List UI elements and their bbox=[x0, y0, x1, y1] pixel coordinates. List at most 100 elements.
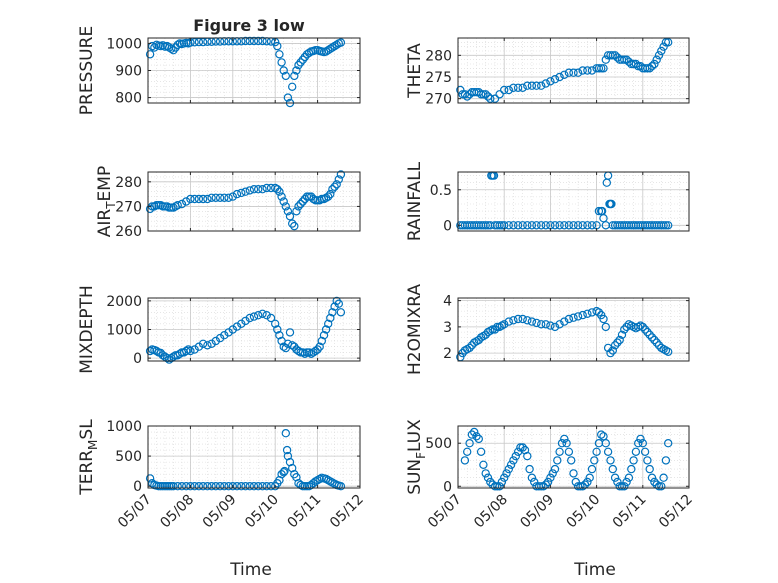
plot-area-terr-msl bbox=[148, 426, 360, 488]
y-axis-label-theta: THETA bbox=[405, 43, 425, 99]
data-point bbox=[657, 46, 666, 56]
data-point bbox=[181, 482, 191, 491]
axes-box-terr-msl bbox=[147, 425, 361, 489]
data-point bbox=[645, 464, 654, 474]
data-point bbox=[224, 482, 233, 491]
data-point bbox=[281, 71, 290, 81]
data-point bbox=[472, 432, 481, 441]
data-point bbox=[587, 464, 597, 474]
data-point bbox=[266, 183, 276, 193]
data-point bbox=[241, 187, 250, 196]
data-point bbox=[296, 348, 305, 357]
data-point bbox=[211, 336, 220, 346]
data-point bbox=[215, 482, 225, 491]
data-point bbox=[550, 221, 560, 230]
data-point bbox=[511, 451, 521, 461]
data-point bbox=[228, 192, 237, 201]
y-tick-label: 275 bbox=[425, 70, 452, 86]
data-point bbox=[145, 474, 155, 483]
data-point bbox=[173, 200, 182, 210]
data-point bbox=[249, 482, 259, 491]
data-point bbox=[620, 482, 629, 491]
data-point bbox=[279, 468, 288, 477]
data-point bbox=[198, 339, 208, 348]
data-point bbox=[509, 316, 518, 325]
data-point bbox=[237, 188, 246, 198]
data-point bbox=[539, 482, 548, 491]
data-point bbox=[516, 443, 525, 452]
data-point bbox=[147, 41, 157, 51]
data-point bbox=[283, 93, 293, 102]
plot-area-h2omixra bbox=[458, 298, 689, 361]
data-point bbox=[638, 439, 648, 448]
axes-box-sun-flux bbox=[457, 425, 690, 489]
data-point bbox=[332, 180, 341, 189]
data-point bbox=[601, 439, 611, 448]
points-air-temp bbox=[145, 170, 346, 231]
data-point bbox=[483, 473, 493, 482]
data-point bbox=[285, 212, 295, 221]
x-tick-label: 05/12 bbox=[327, 492, 367, 532]
data-point bbox=[481, 90, 490, 99]
data-point bbox=[583, 309, 592, 318]
data-point bbox=[550, 74, 560, 84]
data-point bbox=[518, 443, 527, 452]
data-point bbox=[490, 325, 500, 334]
data-point bbox=[184, 345, 193, 354]
data-point bbox=[232, 189, 242, 199]
data-point bbox=[493, 322, 502, 332]
data-point bbox=[215, 333, 225, 343]
data-point bbox=[664, 221, 673, 230]
data-point bbox=[560, 70, 569, 80]
data-point bbox=[537, 81, 546, 90]
data-point bbox=[198, 194, 208, 204]
data-point bbox=[523, 221, 532, 230]
data-point bbox=[661, 38, 671, 47]
x-tick-label: 05/07 bbox=[425, 492, 465, 532]
y-axis-label-rest: EMP bbox=[95, 166, 115, 202]
data-point bbox=[650, 477, 659, 487]
data-point bbox=[555, 72, 564, 82]
y-axis-label-subscript: T bbox=[104, 201, 118, 210]
data-point bbox=[262, 482, 271, 491]
y-axis-label-subscript: F bbox=[414, 452, 428, 459]
data-point bbox=[302, 50, 312, 59]
data-point bbox=[186, 482, 195, 491]
y-tick-label: 800 bbox=[115, 91, 142, 107]
data-point bbox=[254, 184, 263, 194]
data-point bbox=[506, 460, 516, 469]
y-axis-label-h2omixra: H2OMIXRA bbox=[405, 284, 425, 375]
data-point bbox=[583, 221, 592, 230]
data-point bbox=[292, 66, 301, 75]
data-point bbox=[198, 482, 208, 491]
x-tick-label: 05/08 bbox=[471, 492, 511, 532]
data-point bbox=[573, 312, 583, 321]
data-point bbox=[555, 447, 564, 456]
data-point bbox=[488, 325, 497, 334]
data-point bbox=[169, 46, 178, 55]
data-point bbox=[211, 193, 220, 202]
data-point bbox=[576, 482, 585, 491]
data-point bbox=[315, 342, 324, 351]
data-point bbox=[509, 456, 518, 465]
data-point bbox=[460, 456, 470, 465]
data-point bbox=[273, 184, 282, 194]
data-point bbox=[190, 345, 199, 354]
data-point bbox=[479, 460, 488, 469]
data-point bbox=[275, 50, 284, 59]
x-tick-label: 05/07 bbox=[115, 492, 155, 532]
y-axis-label-air-temp: AIRTEMP bbox=[95, 166, 118, 237]
data-point bbox=[328, 43, 337, 52]
points-h2omixra bbox=[456, 306, 673, 362]
data-point bbox=[661, 221, 671, 230]
data-point bbox=[606, 348, 615, 358]
data-point bbox=[629, 456, 638, 465]
data-point bbox=[158, 202, 167, 211]
y-axis-label-main: AIR bbox=[95, 209, 115, 238]
data-point bbox=[241, 482, 250, 491]
axes-box-air-temp bbox=[147, 171, 361, 232]
data-point bbox=[620, 55, 629, 64]
data-point bbox=[336, 170, 346, 179]
data-point bbox=[336, 482, 346, 491]
data-point bbox=[190, 194, 199, 204]
